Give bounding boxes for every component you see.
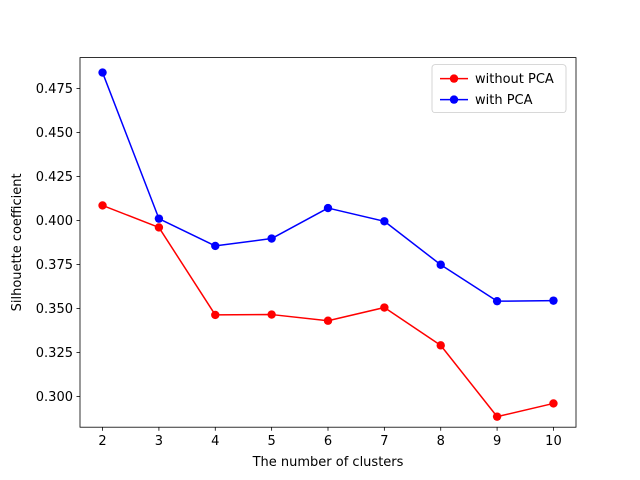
legend-label: with PCA bbox=[475, 93, 533, 108]
data-point bbox=[492, 296, 502, 306]
data-point bbox=[98, 201, 107, 210]
data-point bbox=[380, 303, 389, 312]
x-tick-label: 4 bbox=[211, 434, 219, 449]
plot-series bbox=[98, 68, 558, 421]
data-point bbox=[323, 316, 333, 325]
x-tick-label: 3 bbox=[155, 434, 163, 449]
x-tick-label: 6 bbox=[324, 434, 332, 449]
x-tick-label: 9 bbox=[493, 434, 501, 449]
y-axis-label: Silhouette coefficient bbox=[10, 173, 25, 311]
y-tick-label: 0.450 bbox=[36, 126, 73, 141]
data-point bbox=[323, 203, 333, 213]
y-tick-label: 0.300 bbox=[36, 390, 73, 405]
data-point bbox=[211, 310, 220, 320]
data-point bbox=[267, 310, 276, 319]
legend-box bbox=[431, 64, 567, 113]
data-point bbox=[436, 260, 445, 269]
legend-marker bbox=[449, 95, 459, 104]
y-tick-label: 0.350 bbox=[36, 302, 73, 317]
x-tick-label: 5 bbox=[267, 434, 275, 449]
y-axis: 0.300 0.325 0.350 0.375 0.400 0.425 0.450 0.475 bbox=[36, 82, 80, 405]
data-point bbox=[154, 223, 164, 232]
data-point bbox=[436, 341, 445, 350]
x-tick-label: 2 bbox=[98, 434, 106, 449]
legend-label: without PCA bbox=[475, 72, 554, 87]
data-point bbox=[380, 217, 389, 226]
legend-marker bbox=[449, 74, 459, 83]
y-tick-label: 0.375 bbox=[36, 258, 73, 273]
data-point bbox=[211, 241, 220, 251]
data-point bbox=[492, 412, 502, 421]
y-tick-label: 0.475 bbox=[36, 82, 73, 97]
x-axis: 2 3 4 5 6 7 8 9 10 bbox=[98, 427, 562, 449]
data-point bbox=[549, 399, 558, 408]
x-tick-label: 8 bbox=[437, 434, 445, 449]
x-axis-label: The number of clusters bbox=[252, 455, 404, 470]
data-point bbox=[267, 234, 276, 243]
data-point bbox=[154, 214, 164, 223]
legend: without PCA with PCA bbox=[431, 64, 567, 113]
x-tick-label: 10 bbox=[545, 434, 562, 449]
y-tick-label: 0.400 bbox=[36, 214, 73, 229]
x-tick-label: 7 bbox=[380, 434, 388, 449]
y-tick-label: 0.425 bbox=[36, 170, 73, 185]
data-point bbox=[549, 296, 558, 305]
y-tick-label: 0.325 bbox=[36, 346, 73, 361]
data-point bbox=[98, 68, 107, 77]
